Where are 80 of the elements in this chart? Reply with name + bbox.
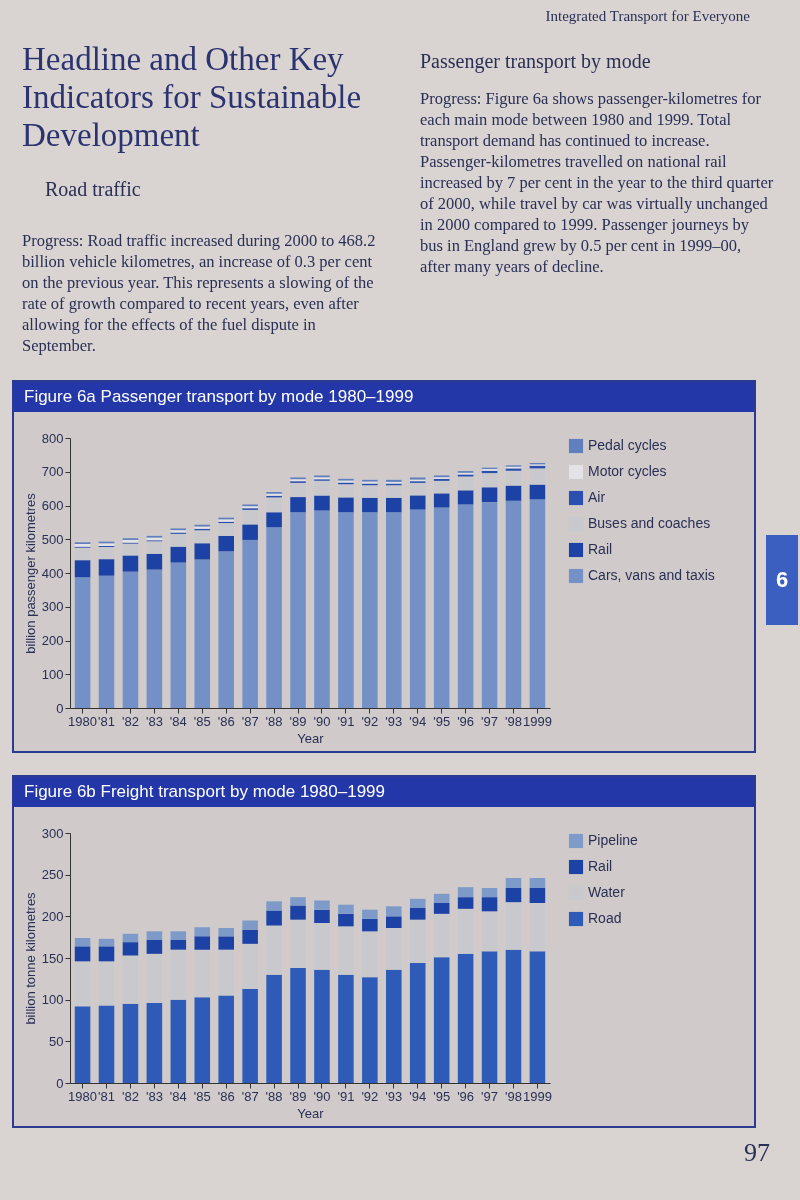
legend-label: Motor cycles <box>588 463 667 479</box>
legend-label: Pedal cycles <box>588 437 667 453</box>
x-tick-label: '89 <box>289 713 307 729</box>
y-tick-label: 700 <box>41 464 64 480</box>
x-tick-label: '98 <box>505 1088 522 1104</box>
x-tick-label: '92 <box>361 1088 379 1104</box>
legend-label: Rail <box>588 858 613 874</box>
y-tick-label: 0 <box>56 700 64 716</box>
text: Progress: Road traffic increased during 2000 to 468.2 billion vehicle kilometres, an increase of 0.3 per cent on the previous year. This represents a slowing of the rate of growth compared to recent years, even after allowing for the effects of the fuel dispute in September. <box>22 230 377 356</box>
legend-label: Air <box>588 489 606 505</box>
x-tick-label: '86 <box>217 1088 235 1104</box>
x-tick-label: '81 <box>98 1088 115 1104</box>
x-tick-label: '97 <box>481 713 499 729</box>
y-tick-label: 50 <box>49 1033 64 1049</box>
text: 6 <box>766 535 798 625</box>
x-axis-title: Year <box>297 1105 325 1121</box>
x-tick-label: '89 <box>289 1088 307 1104</box>
x-tick-label: '90 <box>313 1088 331 1104</box>
x-tick-label: '95 <box>433 713 451 729</box>
text: Integrated Transport for Everyone <box>545 8 750 25</box>
x-tick-label: '91 <box>337 1088 355 1104</box>
y-tick-label: 400 <box>41 565 64 581</box>
legend-label: Pipeline <box>588 832 639 848</box>
text: Passenger transport by mode <box>420 50 651 73</box>
x-tick-label: '96 <box>457 713 475 729</box>
y-tick-label: 200 <box>41 633 64 648</box>
x-tick-label: '85 <box>193 713 211 729</box>
x-axis-title: Year <box>297 730 325 746</box>
text: Road traffic <box>45 178 141 201</box>
y-tick-label: 100 <box>41 992 64 1008</box>
x-tick-label: '96 <box>457 1088 475 1104</box>
legend-label: Water <box>588 884 626 900</box>
y-tick-label: 200 <box>41 908 64 924</box>
x-tick-label: '81 <box>98 713 115 729</box>
legend-label: Rail <box>588 541 613 557</box>
y-tick-label: 500 <box>41 531 64 547</box>
x-tick-label: '87 <box>241 713 259 729</box>
y-tick-label: 300 <box>41 825 64 841</box>
y-tick-label: 100 <box>41 666 64 682</box>
y-axis-title: billion tonne kilometres <box>22 891 38 1025</box>
legend-label: Buses and coaches <box>588 515 711 531</box>
x-tick-label: 1980 <box>68 1088 98 1104</box>
x-tick-label: '94 <box>409 1088 427 1104</box>
text: Headline and Other Key Indicators for Sustainable Development <box>22 40 363 154</box>
x-tick-label: '92 <box>361 713 379 729</box>
x-tick-label: '97 <box>481 1088 499 1104</box>
x-tick-label: '95 <box>433 1088 451 1104</box>
chart-title: Figure 6b Freight transport by mode 1980–1999 <box>14 777 754 807</box>
x-tick-label: 1980 <box>68 713 98 729</box>
x-tick-label: '90 <box>313 713 331 729</box>
chart-title: Figure 6a Passenger transport by mode 1980–1999 <box>14 382 754 412</box>
x-tick-label: '93 <box>385 713 403 729</box>
y-tick-label: 150 <box>41 950 64 966</box>
x-tick-label: 1999 <box>522 713 552 729</box>
text: 97 <box>744 1138 770 1168</box>
x-tick-label: 1999 <box>522 1088 552 1104</box>
x-tick-label: '94 <box>409 713 427 729</box>
y-tick-label: 300 <box>41 599 64 615</box>
x-tick-label: '91 <box>337 713 355 729</box>
y-tick-label: 0 <box>56 1075 64 1091</box>
x-tick-label: '83 <box>145 1088 163 1104</box>
legend-label: Cars, vans and taxis <box>588 567 715 583</box>
x-tick-label: '98 <box>505 713 522 729</box>
x-tick-label: '83 <box>145 713 163 729</box>
x-tick-label: '84 <box>169 1088 187 1104</box>
x-tick-label: '85 <box>193 1088 211 1104</box>
x-tick-label: '88 <box>265 1088 283 1104</box>
x-tick-label: '88 <box>265 713 283 729</box>
x-tick-label: '87 <box>241 1088 259 1104</box>
text: Progress: Figure 6a shows passenger-kilometres for each main mode between 1980 and 1999. Total transport demand has continued to increase. Passenger-kilometres travelled on national rail increased by 7 per cent in the year to the third quarter of 2000, while travel by car was virtually unchanged in 2000 compared to 1999. Passenger journeys by bus in England grew by 0.5 per cent in 1999–00, after many years of decline. <box>420 89 774 276</box>
x-tick-label: '82 <box>121 713 139 729</box>
y-tick-label: 600 <box>41 498 64 513</box>
x-tick-label: '93 <box>385 1088 403 1104</box>
y-axis-title: billion passenger kilometres <box>22 492 38 654</box>
y-tick-label: 800 <box>41 430 64 446</box>
x-tick-label: '84 <box>169 713 187 729</box>
x-tick-label: '86 <box>217 713 235 729</box>
legend-label: Road <box>588 910 622 926</box>
y-tick-label: 250 <box>41 867 64 883</box>
x-tick-label: '82 <box>121 1088 139 1104</box>
